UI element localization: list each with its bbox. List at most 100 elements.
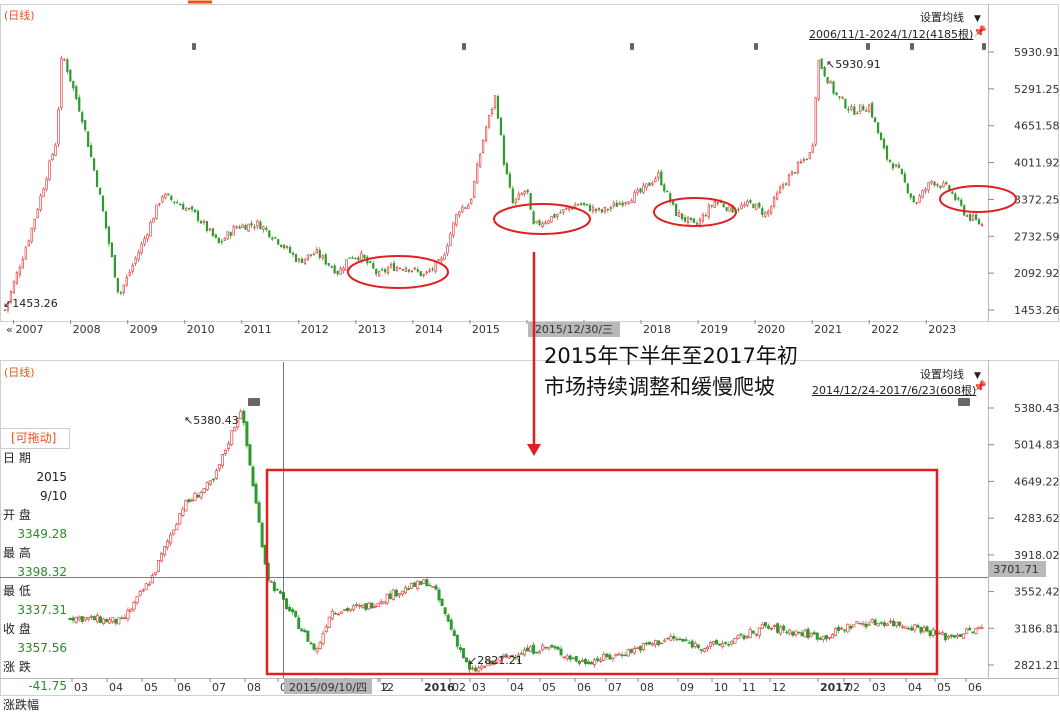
candle-body xyxy=(129,609,133,612)
x-tick-label: 07 xyxy=(212,681,226,694)
bottom-range-label[interactable]: 2014/12/24-2017/6/23(608根) xyxy=(812,384,977,397)
x-tick-label: 2017 xyxy=(820,681,851,694)
candle-body xyxy=(510,654,514,657)
top-cursor-date-box xyxy=(528,322,620,337)
y-tick-label: 4649.22 xyxy=(1014,475,1060,488)
candle-body xyxy=(847,108,850,111)
crosshair-date-box xyxy=(284,679,372,694)
pin-icon[interactable]: 📌 xyxy=(973,25,987,38)
candle-body xyxy=(312,253,315,256)
candle-body xyxy=(175,524,179,531)
ohlc-info-box[interactable]: [可拖动] 日 期 2015 9/10 开 盘 3349.28 最 高 3398… xyxy=(0,428,70,715)
candle-body xyxy=(158,203,161,205)
candle-body xyxy=(413,267,416,270)
candle-body xyxy=(603,206,606,213)
crosshair-price-label: 3701.71 xyxy=(993,563,1039,576)
candle-body xyxy=(562,209,565,213)
candle-body xyxy=(357,257,360,261)
candle-body xyxy=(502,135,506,165)
candle-body xyxy=(906,183,909,194)
candle-body xyxy=(829,81,832,84)
candle-body xyxy=(179,203,182,206)
candle-body xyxy=(160,553,164,562)
info-box-drag-handle[interactable]: [可拖动] xyxy=(0,428,70,449)
bottom-candles xyxy=(68,408,984,673)
candle-body xyxy=(403,587,407,594)
candle-body xyxy=(455,214,458,226)
event-marker-icon[interactable] xyxy=(958,398,970,406)
candle-body xyxy=(522,649,526,656)
event-marker-icon[interactable] xyxy=(910,43,914,50)
candle-body xyxy=(544,221,547,224)
candle-body xyxy=(495,661,499,664)
candle-body xyxy=(272,582,276,592)
candle-body xyxy=(615,202,618,207)
event-marker-icon[interactable] xyxy=(248,398,260,406)
candle-body xyxy=(660,171,663,186)
y-tick-label: 2821.21 xyxy=(1014,659,1060,672)
candle-body xyxy=(535,220,538,224)
candle-body xyxy=(330,266,333,268)
candle-body xyxy=(18,267,21,275)
scroll-left-icon[interactable]: « xyxy=(6,323,13,336)
candle-body xyxy=(346,607,350,611)
event-marker-icon[interactable] xyxy=(866,43,870,50)
candle-body xyxy=(630,200,633,203)
x-tick-label: 04 xyxy=(908,681,922,694)
candle-body xyxy=(980,224,984,226)
candle-body xyxy=(621,202,624,206)
candle-body xyxy=(852,624,856,628)
candle-body xyxy=(250,223,253,226)
event-marker-icon[interactable] xyxy=(754,43,758,50)
candle-body xyxy=(597,208,601,210)
candle-body xyxy=(352,605,356,610)
top-settings-button[interactable]: 设置均线 ▼ xyxy=(920,9,981,25)
candle-body xyxy=(388,593,392,599)
x-tick-label: 2013 xyxy=(358,323,386,336)
candle-body xyxy=(269,581,273,583)
candle-body xyxy=(391,589,395,600)
candle-body xyxy=(440,598,444,606)
candle-body xyxy=(283,245,286,249)
candle-body xyxy=(571,208,574,210)
candle-body xyxy=(683,217,687,222)
candle-body xyxy=(871,102,874,118)
candle-body xyxy=(196,494,200,498)
candle-body xyxy=(618,202,621,206)
info-low-label: 最 低 xyxy=(3,584,31,598)
top-range-label[interactable]: 2006/11/1-2024/1/12(4185根) xyxy=(809,28,974,41)
candle-body xyxy=(763,622,767,627)
candle-body xyxy=(490,108,494,114)
candle-body xyxy=(644,642,648,645)
candle-body xyxy=(211,478,215,481)
pin-icon[interactable]: 📌 xyxy=(973,380,987,393)
candle-body xyxy=(885,623,889,626)
x-tick-label: 2023 xyxy=(928,323,956,336)
candle-body xyxy=(404,267,408,272)
x-tick-label: 11 xyxy=(742,681,756,694)
candle-body xyxy=(318,249,321,258)
event-marker-icon[interactable] xyxy=(982,43,986,50)
candle-body xyxy=(823,66,826,77)
candle-body xyxy=(244,224,247,230)
candle-body xyxy=(114,618,118,624)
candle-body xyxy=(520,193,523,196)
candle-body xyxy=(830,634,834,639)
candle-body xyxy=(525,647,529,652)
x-tick-label: 04 xyxy=(510,681,524,694)
candle-body xyxy=(242,410,246,424)
event-marker-icon[interactable] xyxy=(192,43,196,50)
candle-body xyxy=(245,421,249,446)
candle-body xyxy=(57,109,60,145)
candle-body xyxy=(769,627,773,630)
candle-body xyxy=(663,639,667,642)
candle-body xyxy=(648,182,651,186)
candle-body xyxy=(608,654,612,660)
bottom-settings-button[interactable]: 设置均线 ▼ xyxy=(920,366,981,382)
event-marker-icon[interactable] xyxy=(630,43,634,50)
candle-body xyxy=(449,619,453,630)
candle-body xyxy=(971,631,975,633)
event-marker-icon[interactable] xyxy=(462,43,466,50)
candle-body xyxy=(675,203,678,216)
candle-body xyxy=(623,654,627,657)
